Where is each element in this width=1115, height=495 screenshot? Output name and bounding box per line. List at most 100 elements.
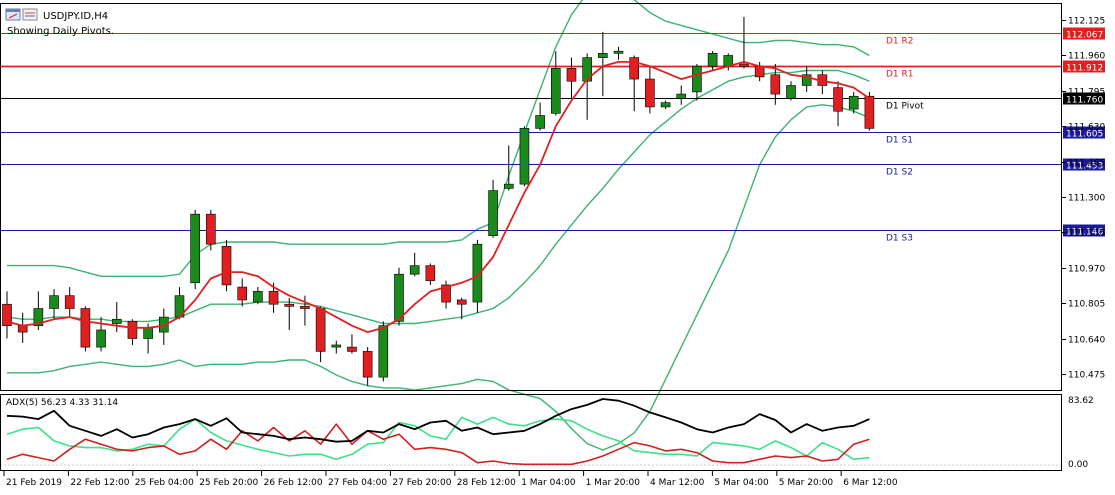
pivot-name-label: D1 S1 — [886, 136, 913, 146]
pivot-lines: D1 R2 D1 R1 D1 Pivot D1 S1 D1 S2 D1 S3 — [0, 33, 1062, 244]
candle-body — [645, 78, 655, 108]
chart-settings-icon[interactable] — [22, 8, 38, 21]
candle-body — [786, 85, 796, 99]
candle-body — [582, 57, 592, 82]
candlesticks — [2, 16, 875, 386]
plus-di-line — [6, 416, 870, 461]
adx-axis-bottom: 0.00 — [1068, 460, 1088, 470]
candle-body — [159, 316, 169, 333]
bb-upper-line — [7, 0, 870, 277]
price-tick-label: 111.135 — [1068, 229, 1105, 239]
price-tick-label: 110.805 — [1068, 300, 1105, 310]
pivot-price-tag: 112.067 — [1066, 31, 1103, 41]
time-tick-label: 5 Mar 20:00 — [779, 478, 834, 488]
bollinger-bands — [6, 0, 870, 451]
candle-body — [754, 65, 765, 78]
time-tick-label: 26 Feb 12:00 — [264, 478, 323, 488]
candle-body — [80, 308, 91, 348]
candle-body — [49, 295, 59, 309]
candle-body — [237, 286, 247, 301]
candle-body — [801, 74, 812, 86]
candle-body — [315, 308, 326, 352]
pivot-name-label: D1 R2 — [886, 37, 914, 47]
price-pane[interactable]: D1 R2 D1 R1 D1 Pivot D1 S1 D1 S2 D1 S3 — [0, 0, 1062, 451]
time-tick-label: 6 Mar 12:00 — [843, 478, 898, 488]
moving-average — [6, 61, 870, 334]
candle-body — [425, 265, 436, 281]
candle-body — [707, 53, 718, 67]
pivot-price-tag: 111.912 — [1066, 64, 1103, 74]
pivot-name-label: D1 R1 — [886, 70, 914, 80]
time-tick-label: 22 Feb 12:00 — [70, 478, 129, 488]
adx-pane[interactable]: ADX(5) 56.23 4.33 31.14 83.62 0.00 — [0, 394, 1094, 471]
candle-body — [300, 306, 310, 309]
candle-body — [676, 93, 687, 99]
candle-body — [409, 265, 420, 275]
price-tick-label: 111.795 — [1068, 88, 1105, 98]
candle-body — [488, 190, 498, 236]
candle-body — [848, 95, 859, 110]
chart-window-icon-titlebar — [6, 9, 20, 12]
candle-body — [598, 53, 608, 58]
price-tick-label: 112.125 — [1068, 17, 1105, 27]
candle-body — [456, 299, 467, 305]
price-axis[interactable]: 112.067 111.912 111.760 111.605 111.453 111.1… — [1062, 17, 1105, 381]
candle-body — [660, 102, 671, 108]
price-tick-label: 111.465 — [1068, 159, 1105, 169]
pivot-price-tag: 111.453 — [1066, 162, 1103, 172]
time-tick-label: 27 Feb 20:00 — [392, 478, 451, 488]
candle-body — [190, 213, 200, 284]
time-tick-label: 4 Mar 12:00 — [650, 478, 705, 488]
candle-body — [64, 295, 75, 309]
candle-body — [739, 63, 749, 67]
price-tick-label: 110.475 — [1068, 371, 1105, 381]
candle-body — [33, 308, 44, 326]
candle-body — [127, 321, 138, 339]
ma-line — [6, 61, 870, 334]
symbol-title: USDJPY.ID,H4 — [43, 11, 108, 22]
candle-body — [96, 329, 106, 348]
time-tick-label: 1 Mar 04:00 — [521, 478, 576, 488]
candle-body — [268, 291, 279, 305]
candle-body — [864, 95, 875, 129]
price-tick-label: 111.630 — [1068, 123, 1105, 133]
pivot-price-tag: 111.760 — [1066, 96, 1103, 106]
price-tick-label: 111.300 — [1068, 194, 1105, 204]
candle-body — [284, 303, 295, 307]
adx-axis-top: 83.62 — [1068, 396, 1094, 406]
candle-body — [17, 325, 28, 333]
candle-body — [535, 115, 545, 129]
chart-settings-icon-frame — [22, 8, 38, 21]
adx-label: ADX(5) 56.23 4.33 31.14 — [6, 398, 118, 408]
candle-body — [519, 128, 530, 185]
candle-body — [472, 243, 483, 303]
pivot-name-label: D1 S3 — [886, 234, 913, 244]
candle-body — [221, 246, 232, 286]
pivot-price-tag: 111.605 — [1066, 130, 1103, 140]
candle-body — [566, 68, 577, 82]
time-tick-label: 25 Feb 04:00 — [135, 478, 194, 488]
candle-body — [770, 74, 781, 95]
candle-body — [613, 50, 624, 54]
pivot-price-tag-bg — [1063, 60, 1105, 73]
candle-body — [378, 325, 389, 378]
pivot-price-tag: 111.146 — [1066, 228, 1103, 238]
price-tick-label: 110.640 — [1068, 336, 1105, 346]
candle-body — [2, 303, 12, 326]
candle-body — [143, 327, 153, 339]
pivot-price-tag-bg — [1063, 158, 1105, 171]
candle-body — [111, 318, 122, 324]
pivot-name-label: D1 S2 — [886, 168, 913, 178]
time-tick-label: 28 Feb 12:00 — [457, 478, 516, 488]
time-axis[interactable]: 21 Feb 2019 22 Feb 12:00 25 Feb 04:00 25 Fe… — [3, 471, 898, 488]
price-tick-label: 111.960 — [1068, 52, 1105, 62]
candle-body — [550, 68, 561, 114]
candle-body — [629, 57, 640, 80]
pivots-subtitle: Showing Daily Pivots. — [7, 26, 114, 37]
pivot-name-label: D1 Pivot — [886, 102, 924, 112]
minus-di-line — [6, 423, 870, 466]
time-tick-label: 25 Feb 20:00 — [199, 478, 258, 488]
price-tick-label: 110.970 — [1068, 265, 1105, 275]
time-tick-label: 1 Mar 20:00 — [586, 478, 641, 488]
